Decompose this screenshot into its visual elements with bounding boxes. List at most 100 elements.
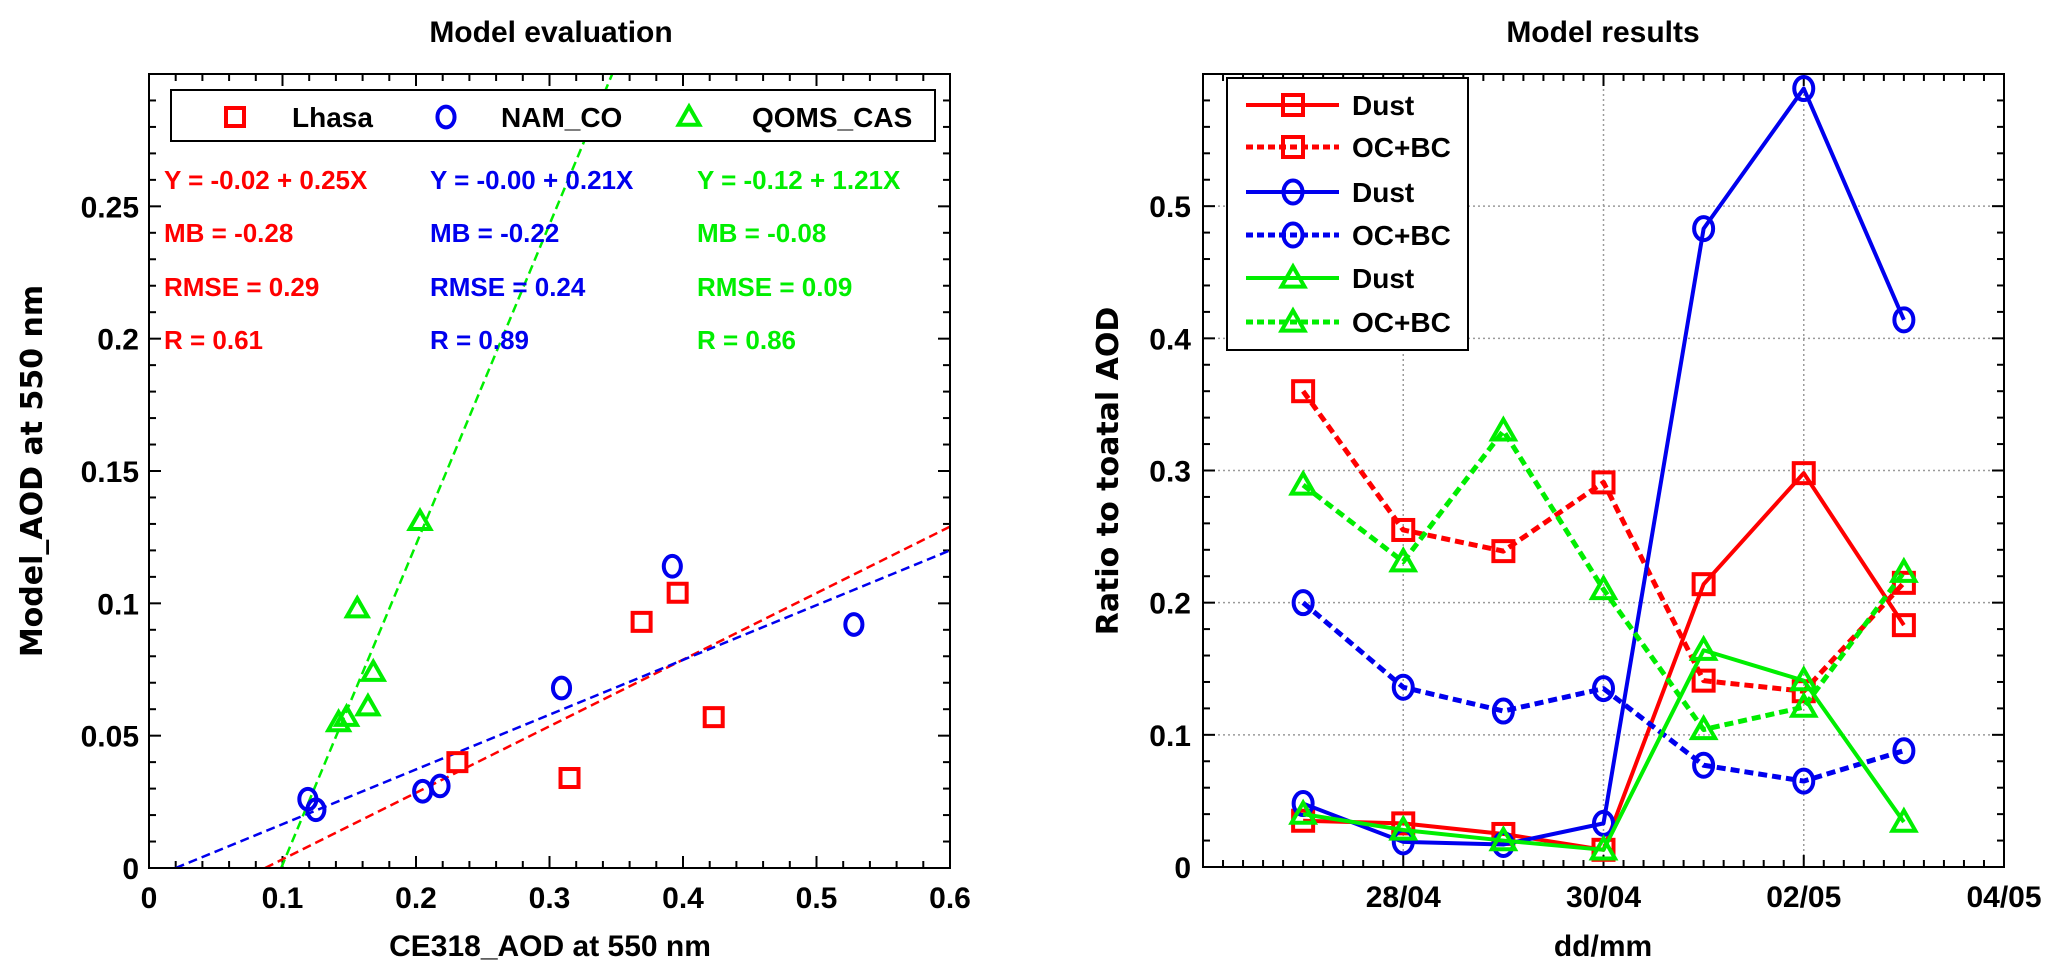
point-lhasa: [666, 581, 689, 604]
point-lhasa: [702, 706, 725, 729]
legend-marker-lhasa: [224, 106, 246, 128]
legend-label-blue-dotted: OC+BC: [1352, 220, 1451, 251]
left-chart-title: Model evaluation: [429, 16, 672, 49]
x-tick-label: 04/05: [1966, 881, 2041, 914]
series-point-green-dust: [1288, 798, 1319, 825]
series-point-green-oc-bc: [1788, 691, 1819, 718]
model-results-panel: Model results 28/04 30/04 02/05 04/05 0 0.1 0.…: [1091, 16, 2042, 963]
series-point-blue-dust: [1892, 306, 1916, 334]
legend-label-nam_co: NAM_CO: [501, 102, 622, 133]
series-point-green-oc-bc: [1888, 556, 1919, 583]
series-point-blue-oc-bc: [1491, 697, 1515, 725]
fit-line-nam_co: [175, 549, 950, 868]
series-point-green-dust: [1588, 834, 1619, 861]
point-nam_co: [429, 773, 451, 799]
plot-content: [175, 74, 950, 868]
legend-label-blue-solid: Dust: [1352, 177, 1414, 208]
legend-marker-red-dotted: [1281, 135, 1305, 159]
right-legend-box: [1226, 77, 1469, 351]
x-tick-label: 0: [141, 882, 158, 915]
x-tick-label: 0.4: [662, 882, 704, 915]
fit-line-lhasa: [264, 525, 950, 868]
x-tick-label: 28/04: [1366, 881, 1441, 914]
series-point-blue-oc-bc: [1692, 751, 1716, 779]
y-tick-label: 0.1: [97, 588, 139, 621]
y-tick-label: 0: [122, 853, 139, 886]
legend-label-qoms_cas: QOMS_CAS: [752, 102, 912, 133]
left-plot-frame: [148, 73, 951, 869]
y-tick-label: 0.2: [1149, 588, 1191, 621]
x-tick-label: 30/04: [1566, 881, 1641, 914]
x-tick-label: 0.2: [395, 882, 437, 915]
point-qoms_cas: [332, 702, 361, 727]
y-tick-label: 0: [1174, 852, 1191, 885]
fit-line-qoms_cas: [280, 74, 614, 868]
stat-nam_co-3: R = 0.89: [430, 325, 529, 355]
point-nam_co: [305, 797, 327, 823]
stat-qoms_cas-2: RMSE = 0.09: [697, 272, 852, 302]
series-point-blue-oc-bc: [1792, 767, 1816, 795]
y-tick-label: 0.2: [97, 324, 139, 357]
right-y-axis-label: Ratio to toatal AOD: [1091, 307, 1126, 636]
stat-qoms_cas-0: Y = -0.12 + 1.21X: [697, 165, 901, 195]
stat-lhasa-0: Y = -0.02 + 0.25X: [164, 165, 368, 195]
legend-marker-green-dotted: [1278, 306, 1308, 333]
y-tick-label: 0.3: [1149, 456, 1191, 489]
series-point-green-dust: [1888, 806, 1919, 833]
series-point-green-dust: [1788, 665, 1819, 692]
point-lhasa: [630, 610, 653, 633]
stat-qoms_cas-1: MB = -0.08: [697, 218, 826, 248]
stat-lhasa-3: R = 0.61: [164, 325, 263, 355]
legend-label-green-solid: Dust: [1352, 263, 1414, 294]
legend-marker-nam_co: [435, 104, 457, 130]
point-qoms_cas: [359, 657, 388, 682]
stat-qoms_cas-3: R = 0.86: [697, 325, 796, 355]
right-plot-frame: [1202, 73, 2005, 868]
series-line-blue-dust: [1302, 86, 1906, 847]
series-point-blue-oc-bc: [1892, 737, 1916, 765]
series-point-red-dust: [1791, 461, 1816, 486]
right-plot-area: 28/04 30/04 02/05 04/05 0 0.1 0.2 0.3 0.4 0.5: [1149, 73, 2042, 914]
series-line-green-dust: [1302, 648, 1906, 852]
point-lhasa: [558, 767, 581, 790]
series-point-green-oc-bc: [1388, 546, 1419, 573]
series-point-red-oc-bc: [1291, 379, 1316, 404]
left-legend-box: [170, 89, 936, 142]
stat-nam_co-2: RMSE = 0.24: [430, 272, 586, 302]
series-point-blue-oc-bc: [1391, 673, 1415, 701]
right-chart-title: Model results: [1506, 16, 1699, 49]
legend-label-green-dotted: OC+BC: [1352, 307, 1451, 338]
series-line-green-oc-bc: [1301, 428, 1906, 733]
series-point-green-oc-bc: [1588, 573, 1619, 601]
x-tick-label: 02/05: [1766, 881, 1841, 914]
x-tick-label: 0.3: [529, 882, 571, 915]
series-point-green-dust: [1488, 825, 1519, 852]
point-nam_co: [550, 675, 573, 701]
right-x-axis-label: dd/mm: [1554, 930, 1652, 963]
stat-nam_co-0: Y = -0.00 + 0.21X: [430, 165, 634, 195]
series-line-blue-oc-bc: [1301, 600, 1905, 784]
series-point-green-dust: [1688, 634, 1719, 661]
series-point-blue-oc-bc: [1592, 675, 1615, 703]
y-tick-label: 0.25: [81, 191, 139, 224]
point-nam_co: [843, 612, 865, 637]
x-tick-label: 0.1: [262, 882, 304, 915]
series-point-blue-dust: [1692, 215, 1716, 243]
left-y-axis-label: Model_AOD at 550 nm: [15, 285, 50, 657]
legend-marker-red-solid: [1281, 93, 1305, 117]
legend-marker-qoms_cas: [675, 102, 703, 127]
series-point-blue-oc-bc: [1291, 589, 1315, 617]
legend-marker-blue-dotted: [1281, 221, 1305, 249]
legend-label-red-solid: Dust: [1352, 90, 1414, 121]
point-qoms_cas: [406, 506, 434, 532]
series-point-red-dust: [1691, 572, 1716, 597]
series-point-blue-dust: [1792, 75, 1816, 103]
series-point-red-dust: [1891, 613, 1916, 638]
left-legend: Lhasa NAM_CO QOMS_CAS: [170, 89, 936, 142]
legend-label-red-dotted: OC+BC: [1352, 132, 1451, 163]
series-point-green-dust: [1388, 814, 1419, 841]
fit-statistics: Y = -0.02 + 0.25X MB = -0.28 RMSE = 0.29 R …: [164, 165, 901, 355]
point-lhasa: [446, 751, 469, 774]
y-tick-label: 0.4: [1149, 323, 1191, 356]
